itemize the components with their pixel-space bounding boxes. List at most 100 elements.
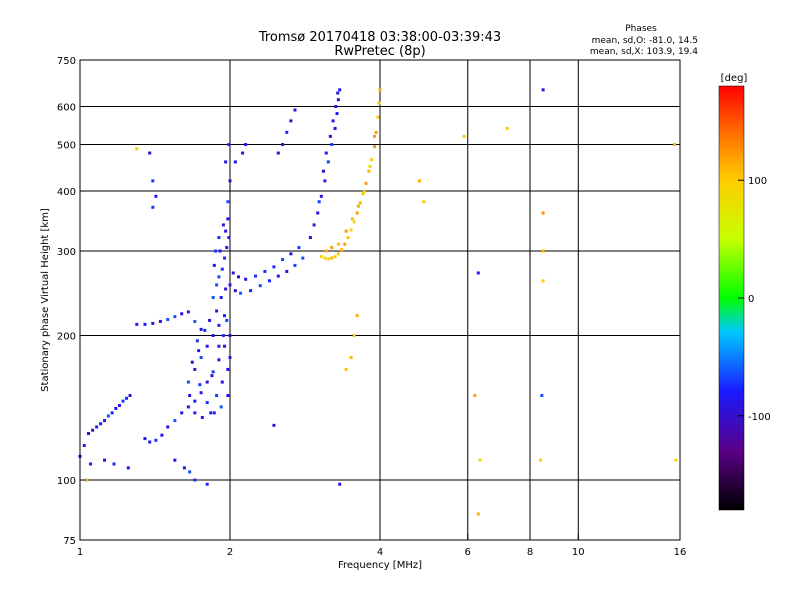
data-point: [362, 189, 366, 193]
y-tick-label: 200: [57, 332, 76, 343]
data-point: [173, 458, 177, 462]
data-point: [297, 246, 301, 250]
y-tick-label: 300: [57, 247, 76, 258]
data-point: [226, 367, 230, 371]
data-point: [378, 88, 382, 92]
data-point: [211, 370, 215, 374]
data-point: [200, 415, 204, 419]
data-point: [126, 466, 130, 470]
data-point: [272, 265, 276, 269]
data-point: [89, 462, 93, 466]
x-tick-label: 6: [465, 547, 471, 558]
data-point: [223, 314, 227, 318]
data-point: [233, 160, 237, 164]
data-point: [312, 223, 316, 227]
data-point: [212, 411, 216, 415]
data-point: [330, 246, 334, 250]
data-point: [218, 249, 222, 253]
data-point: [236, 275, 240, 279]
data-point: [173, 315, 177, 319]
data-point: [364, 181, 368, 185]
data-point: [125, 396, 129, 400]
data-point: [352, 220, 356, 224]
data-point: [224, 160, 228, 164]
data-point: [249, 289, 253, 293]
data-point: [210, 374, 214, 378]
data-point: [186, 310, 190, 314]
data-point: [361, 192, 365, 196]
data-point: [213, 249, 217, 253]
data-point: [336, 91, 340, 95]
colorbar-tick-label: 100: [748, 176, 767, 187]
data-point: [476, 271, 480, 275]
data-point: [281, 143, 285, 147]
data-point: [209, 411, 213, 415]
data-point: [180, 312, 184, 316]
data-point: [228, 355, 232, 359]
data-point: [505, 126, 509, 130]
data-point: [148, 151, 152, 155]
data-point: [289, 119, 293, 123]
data-point: [103, 458, 107, 462]
data-point: [199, 355, 203, 359]
data-point: [186, 405, 190, 409]
data-point: [199, 391, 203, 395]
data-point: [143, 322, 147, 326]
data-point: [267, 279, 271, 283]
data-point: [377, 101, 381, 105]
data-point: [333, 255, 337, 259]
x-tick-label: 10: [572, 547, 585, 558]
data-point: [541, 249, 545, 253]
data-point: [215, 394, 219, 398]
data-point: [674, 458, 678, 462]
data-point: [95, 425, 99, 429]
data-point: [370, 158, 374, 162]
data-point: [338, 482, 342, 486]
data-point: [289, 252, 293, 256]
data-point: [324, 151, 328, 155]
data-point: [231, 271, 235, 275]
chart-title-line2: RwPretec (8p): [334, 44, 425, 59]
data-point: [226, 217, 230, 221]
data-point: [462, 134, 466, 138]
data-point: [190, 360, 194, 364]
data-point: [135, 147, 139, 151]
data-point: [330, 256, 334, 260]
data-point: [224, 287, 228, 291]
data-point: [91, 428, 95, 432]
phases-mean-x: mean, sd,X: 103.9, 19.4: [590, 47, 698, 57]
data-point: [186, 380, 190, 384]
colorbar-label: [deg]: [721, 73, 748, 84]
data-point: [221, 223, 225, 227]
data-point: [336, 98, 340, 102]
y-tick-label: 75: [63, 536, 76, 547]
data-point: [228, 283, 232, 287]
data-point: [358, 201, 362, 205]
grid-lines: [80, 60, 680, 540]
data-point: [301, 256, 305, 260]
data-point: [293, 263, 297, 267]
data-point: [121, 399, 125, 403]
data-point: [151, 205, 155, 209]
data-point: [285, 269, 289, 273]
data-point: [226, 394, 230, 398]
data-point: [219, 296, 223, 300]
data-point: [333, 126, 337, 130]
data-point: [308, 236, 312, 240]
data-point: [334, 105, 338, 109]
data-point: [84, 478, 88, 482]
data-point: [349, 355, 353, 359]
data-point: [263, 269, 267, 273]
data-point: [355, 211, 359, 215]
data-point: [154, 438, 158, 442]
x-tick-label: 4: [377, 547, 383, 558]
y-tick-label: 500: [57, 141, 76, 152]
data-point: [227, 236, 231, 240]
data-point: [326, 257, 330, 261]
data-point: [215, 283, 219, 287]
data-point: [106, 414, 110, 418]
data-point: [281, 258, 285, 262]
data-point: [328, 134, 332, 138]
data-point: [217, 358, 221, 362]
data-point: [217, 275, 221, 279]
